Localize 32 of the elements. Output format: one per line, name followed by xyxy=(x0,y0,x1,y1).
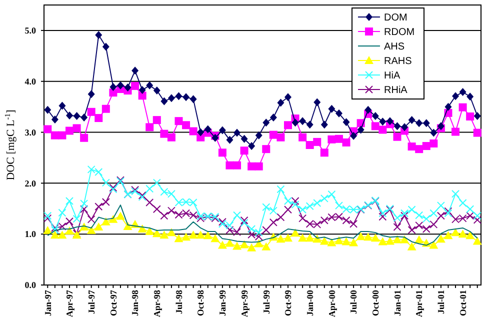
x-tick-label: Jul-01 xyxy=(436,290,446,314)
x-tick-label: Jan-98 xyxy=(130,290,140,316)
x-tick-label: Jul-99 xyxy=(261,290,272,314)
y-tick-label: 3.0 xyxy=(24,127,36,138)
x-tick-label: Jan-00 xyxy=(304,290,315,316)
legend-label: RDOM xyxy=(384,27,415,38)
x-tick-label: Jul-97 xyxy=(86,290,96,314)
x-tick-label: Apr-97 xyxy=(64,290,75,318)
legend-label: HiA xyxy=(384,70,400,82)
x-tick-label: Jan-01 xyxy=(392,290,402,316)
x-tick-label: Jan-97 xyxy=(42,290,53,316)
x-tick-label: Apr-00 xyxy=(326,290,337,318)
x-tick-label: Apr-98 xyxy=(152,290,162,318)
x-tick-label: Apr-01 xyxy=(414,290,424,318)
legend-label: DOM xyxy=(384,12,408,24)
x-tick-label: Oct-98 xyxy=(196,290,206,316)
x-tick-label: Oct-97 xyxy=(108,290,118,316)
x-tick-label: Jul-00 xyxy=(348,290,359,314)
x-tick-label: Oct-01 xyxy=(458,290,468,316)
y-tick-label: 0.0 xyxy=(24,280,36,290)
x-tick-label: Jan-99 xyxy=(218,290,228,316)
y-tick-label: 1.0 xyxy=(24,229,36,240)
y-tick-label: 4.0 xyxy=(24,76,36,87)
x-tick-label: Jul-98 xyxy=(174,290,184,314)
x-tick-label: Apr-99 xyxy=(239,290,250,318)
y-tick-label: 2.0 xyxy=(24,178,36,188)
x-tick-label: Oct-99 xyxy=(283,290,294,316)
legend-label: RAHS xyxy=(384,56,412,67)
y-tick-label: 5.0 xyxy=(24,26,36,36)
x-tick-label: Oct-00 xyxy=(370,290,381,316)
legend-label: AHS xyxy=(384,42,405,52)
legend-label: RHiA xyxy=(384,85,408,96)
